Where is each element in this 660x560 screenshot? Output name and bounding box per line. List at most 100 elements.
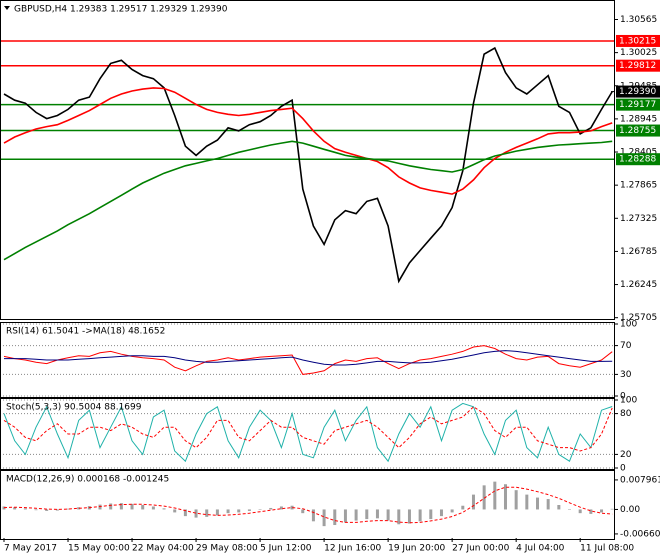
histogram-bar — [183, 509, 187, 517]
histogram-bar — [45, 509, 49, 511]
y-tick-label: 0 — [620, 464, 626, 474]
histogram-bar — [66, 508, 70, 510]
histogram-bar — [34, 509, 38, 511]
histogram-bar — [23, 508, 27, 510]
histogram-bar — [279, 506, 283, 510]
series-line — [4, 350, 613, 366]
x-tick-label: 19 Jun 20:00 — [388, 544, 445, 554]
series-line — [3, 406, 613, 452]
y-tick-label: 20 — [620, 450, 632, 460]
y-tick-label: -0.006601 — [620, 529, 660, 539]
histogram-bar — [482, 485, 486, 510]
series-line — [3, 87, 613, 195]
series-line — [3, 140, 613, 261]
y-tick-label: 100 — [620, 320, 637, 330]
y-tick-label: 30 — [620, 370, 632, 380]
panel — [1, 399, 614, 469]
series-line — [3, 486, 613, 524]
series-line — [3, 402, 613, 463]
panel-frame — [0, 0, 615, 320]
y-tick-label: 1.28405 — [620, 148, 657, 158]
histogram-bar — [610, 508, 614, 510]
histogram-bar — [2, 506, 6, 510]
panel — [2, 481, 614, 527]
title-icon — [4, 6, 10, 10]
y-tick-label: 80 — [620, 409, 632, 419]
histogram-bar — [77, 507, 81, 510]
x-tick-label: 7 May 2017 — [4, 544, 57, 554]
histogram-bar — [162, 508, 166, 510]
series-line — [3, 46, 613, 284]
histogram-bar — [429, 509, 433, 520]
last-price-label: 1.29390 — [619, 87, 656, 97]
histogram-bar — [461, 505, 465, 510]
histogram-bar — [493, 481, 497, 510]
histogram-bar — [568, 509, 572, 510]
level-label: 1.29177 — [619, 100, 656, 110]
histogram-bar — [397, 509, 401, 525]
histogram-bar — [226, 509, 230, 514]
y-tick-label: 70 — [620, 341, 632, 351]
histogram-bar — [536, 497, 539, 510]
histogram-bar — [130, 503, 134, 510]
panel-frame — [0, 470, 615, 540]
histogram-bar — [407, 509, 411, 524]
histogram-bar — [237, 509, 241, 513]
histogram-bar — [194, 509, 198, 518]
histogram-bar — [205, 509, 209, 517]
level-label-box — [616, 124, 660, 137]
x-tick-label: 5 Jun 12:00 — [260, 544, 312, 554]
histogram-bar — [269, 507, 273, 510]
histogram-bar — [503, 484, 507, 510]
x-tick-label: 22 May 04:00 — [132, 544, 194, 554]
y-tick-label: 1.26245 — [620, 280, 657, 290]
histogram-bar — [290, 505, 294, 510]
level-label-box — [616, 34, 660, 47]
y-tick-label: 1.27865 — [620, 181, 657, 191]
histogram-bar — [386, 509, 390, 521]
histogram-bar — [589, 509, 593, 514]
panel-frame — [0, 398, 615, 470]
histogram-bar — [450, 509, 454, 513]
y-tick-label: 1.30565 — [620, 15, 657, 25]
x-tick-label: 11 Jul 08:00 — [580, 544, 634, 554]
histogram-bar — [343, 509, 347, 523]
panel — [1, 40, 614, 284]
x-tick-label: 4 Jul 04:00 — [516, 544, 565, 554]
histogram-bar — [311, 509, 315, 522]
y-tick-label: 1.27325 — [620, 214, 657, 224]
x-tick-label: 12 Jun 16:00 — [324, 544, 381, 554]
level-label: 1.28288 — [619, 155, 656, 165]
histogram-bar — [578, 509, 582, 514]
level-label: 1.29812 — [619, 61, 656, 71]
histogram-bar — [151, 506, 155, 510]
histogram-bar — [514, 490, 518, 510]
histogram-bar — [55, 509, 59, 511]
histogram-bar — [557, 505, 561, 510]
histogram-bar — [215, 509, 219, 516]
panel-title: GBPUSD,H4 1.29383 1.29517 1.29329 1.2939… — [14, 5, 228, 15]
level-label: 1.28755 — [619, 126, 656, 136]
histogram-bar — [333, 509, 337, 526]
panel-frame — [0, 322, 615, 398]
x-tick-label: 15 May 00:00 — [68, 544, 130, 554]
histogram-bar — [375, 509, 379, 519]
histogram-bar — [173, 509, 177, 513]
level-label: 1.30215 — [619, 36, 656, 46]
panel — [1, 323, 614, 397]
x-tick-label: 29 May 08:00 — [196, 544, 258, 554]
x-tick-label: 27 Jun 00:00 — [452, 544, 509, 554]
y-tick-label: 1.28945 — [620, 114, 657, 124]
series-line — [3, 345, 613, 375]
level-label-box — [616, 59, 660, 72]
y-tick-label: 100 — [620, 396, 637, 406]
y-tick-label: 1.30025 — [620, 48, 657, 58]
panel-title: MACD(12,26,9) 0.000168 -0.001245 — [6, 475, 169, 485]
histogram-bar — [301, 509, 305, 514]
histogram-bar — [471, 494, 475, 510]
level-label-box — [616, 98, 660, 111]
y-tick-label: 0.00 — [620, 505, 640, 515]
histogram-bar — [439, 509, 443, 517]
